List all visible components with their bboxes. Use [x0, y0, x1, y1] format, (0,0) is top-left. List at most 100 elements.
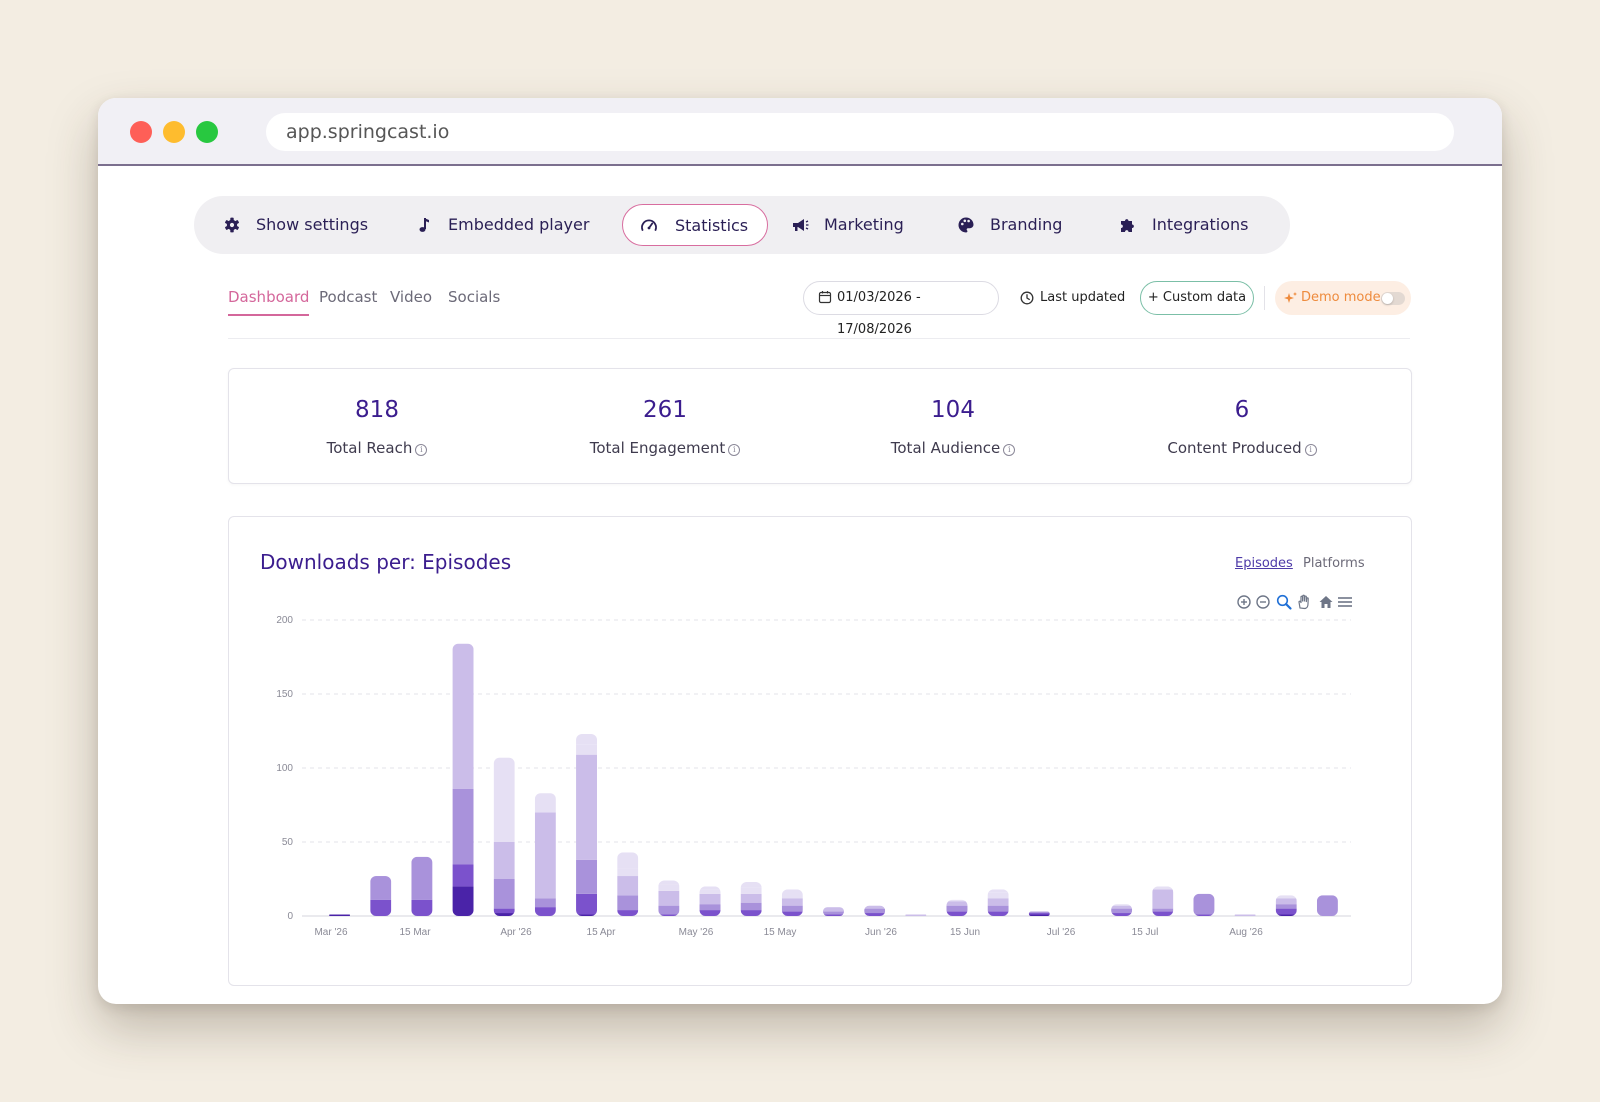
subtab-dashboard[interactable]: Dashboard: [228, 288, 310, 316]
info-icon[interactable]: i: [1003, 444, 1016, 456]
bar-segment: [740, 902, 762, 911]
menu-icon[interactable]: [1336, 593, 1354, 611]
bar-segment: [987, 892, 1009, 899]
stat-content-produced: 6 Content Produced i: [1094, 369, 1390, 485]
x-tick-label: 15 Mar: [399, 927, 431, 938]
x-tick-label: 15 Jun: [950, 927, 980, 938]
bar-segment: [1152, 886, 1174, 890]
bar-segment: [740, 881, 762, 888]
bar-segment: [1275, 904, 1297, 909]
close-window-button[interactable]: [130, 121, 152, 143]
chart-tab-platforms[interactable]: Platforms: [1303, 556, 1365, 571]
zoom-out-icon[interactable]: [1254, 593, 1272, 611]
browser-window: app.springcast.io Show settings Embedded…: [98, 98, 1502, 1004]
bar-segment: [493, 842, 515, 879]
x-tick-label: Mar '26: [314, 927, 347, 938]
bar-segment: [823, 914, 844, 916]
bar-segment: [699, 889, 721, 894]
bar-segment: [781, 905, 803, 912]
stat-value: 104: [931, 397, 975, 423]
bar-segment: [493, 757, 515, 842]
last-updated-label: Last updated: [1040, 290, 1126, 305]
bar-segment: [740, 887, 762, 894]
bar-segment: [1193, 914, 1215, 916]
y-tick-label: 150: [276, 689, 293, 700]
x-tick-label: Jul '26: [1047, 927, 1076, 938]
address-bar[interactable]: app.springcast.io: [266, 113, 1454, 151]
pan-hand-icon[interactable]: [1295, 593, 1313, 611]
bar-segment: [987, 889, 1009, 893]
bar-segment: [411, 856, 433, 900]
nav-label: Branding: [990, 215, 1063, 234]
bar-segment: [534, 907, 556, 916]
bar-segment: [452, 864, 474, 887]
stat-total-reach: 818 Total Reach i: [229, 369, 525, 485]
bar-segment: [1275, 914, 1297, 916]
y-tick-label: 200: [276, 615, 293, 626]
chart-title: Downloads per: Episodes: [260, 550, 512, 574]
bar-segment: [452, 788, 474, 865]
bar-segment: [658, 884, 680, 891]
y-tick-label: 50: [282, 837, 294, 848]
summary-stats: 818 Total Reach i 261 Total Engagement i 1…: [228, 368, 1412, 484]
bar-segment: [781, 889, 803, 899]
nav-statistics[interactable]: Statistics: [622, 204, 768, 246]
bar-segment: [658, 914, 680, 916]
date-range-picker[interactable]: 01/03/2026 - 17/08/2026: [803, 281, 999, 337]
bar-segment: [576, 744, 598, 755]
nav-label: Statistics: [675, 216, 749, 235]
zoom-select-icon[interactable]: [1275, 593, 1293, 611]
x-tick-label: 15 May: [764, 927, 797, 938]
bar-segment: [658, 905, 680, 915]
bar-segment: [864, 908, 886, 914]
demo-mode-label: Demo mode: [1301, 290, 1381, 305]
info-icon[interactable]: i: [415, 444, 428, 456]
stat-label: Total Reach: [326, 439, 413, 457]
stat-label: Total Engagement: [589, 439, 726, 457]
bar-segment: [987, 905, 1009, 912]
demo-mode-switch[interactable]: [1381, 292, 1405, 305]
bar-segment: [864, 905, 886, 909]
main-nav: Show settings Embedded player Statistics…: [194, 196, 1290, 254]
bar-segment: [946, 911, 968, 916]
bar-segment: [576, 859, 598, 894]
reset-home-icon[interactable]: [1317, 593, 1335, 611]
stat-label-wrap: Total Audience i: [805, 439, 1101, 457]
bar-segment: [534, 805, 556, 813]
bar-segment: [576, 893, 598, 915]
subtab-video[interactable]: Video: [390, 288, 433, 306]
divider: [228, 338, 1410, 339]
bar-segment: [699, 886, 721, 890]
x-tick-label: Jun '26: [865, 927, 897, 938]
stat-label-wrap: Content Produced i: [1094, 439, 1390, 457]
clock-icon: [1020, 291, 1034, 305]
custom-data-button[interactable]: + Custom data: [1140, 281, 1254, 315]
x-tick-label: Aug '26: [1229, 927, 1263, 938]
bar-segment: [617, 852, 639, 869]
bar-segment: [987, 911, 1009, 916]
bar-segment: [534, 898, 556, 908]
bar-segment: [1152, 911, 1174, 916]
info-icon[interactable]: i: [728, 444, 741, 456]
nav-label: Embedded player: [448, 215, 590, 234]
stat-label: Content Produced: [1167, 439, 1302, 457]
subtab-socials[interactable]: Socials: [448, 288, 501, 306]
downloads-bar-chart: 0 50 100 150 200 Mar '26 15 Mar Apr '26 15 Apr Ma…: [276, 615, 1351, 938]
chart-tab-episodes[interactable]: Episodes: [1235, 556, 1293, 571]
minimize-window-button[interactable]: [163, 121, 185, 143]
bar-segment: [781, 911, 803, 916]
nav-label: Show settings: [256, 215, 369, 234]
bar-segment: [864, 913, 886, 916]
info-icon[interactable]: i: [1304, 444, 1317, 456]
zoom-in-icon[interactable]: [1235, 593, 1253, 611]
bar-segment: [534, 793, 556, 805]
demo-mode-toggle[interactable]: Demo mode: [1275, 281, 1411, 315]
subtab-podcast[interactable]: Podcast: [319, 288, 378, 306]
maximize-window-button[interactable]: [196, 121, 218, 143]
bar-segment: [1028, 914, 1050, 916]
bar-segment: [493, 879, 515, 909]
bar-segment: [617, 895, 639, 911]
bar-segment: [946, 901, 968, 906]
bar-segment: [1275, 895, 1297, 899]
bar-segment: [1316, 895, 1338, 916]
